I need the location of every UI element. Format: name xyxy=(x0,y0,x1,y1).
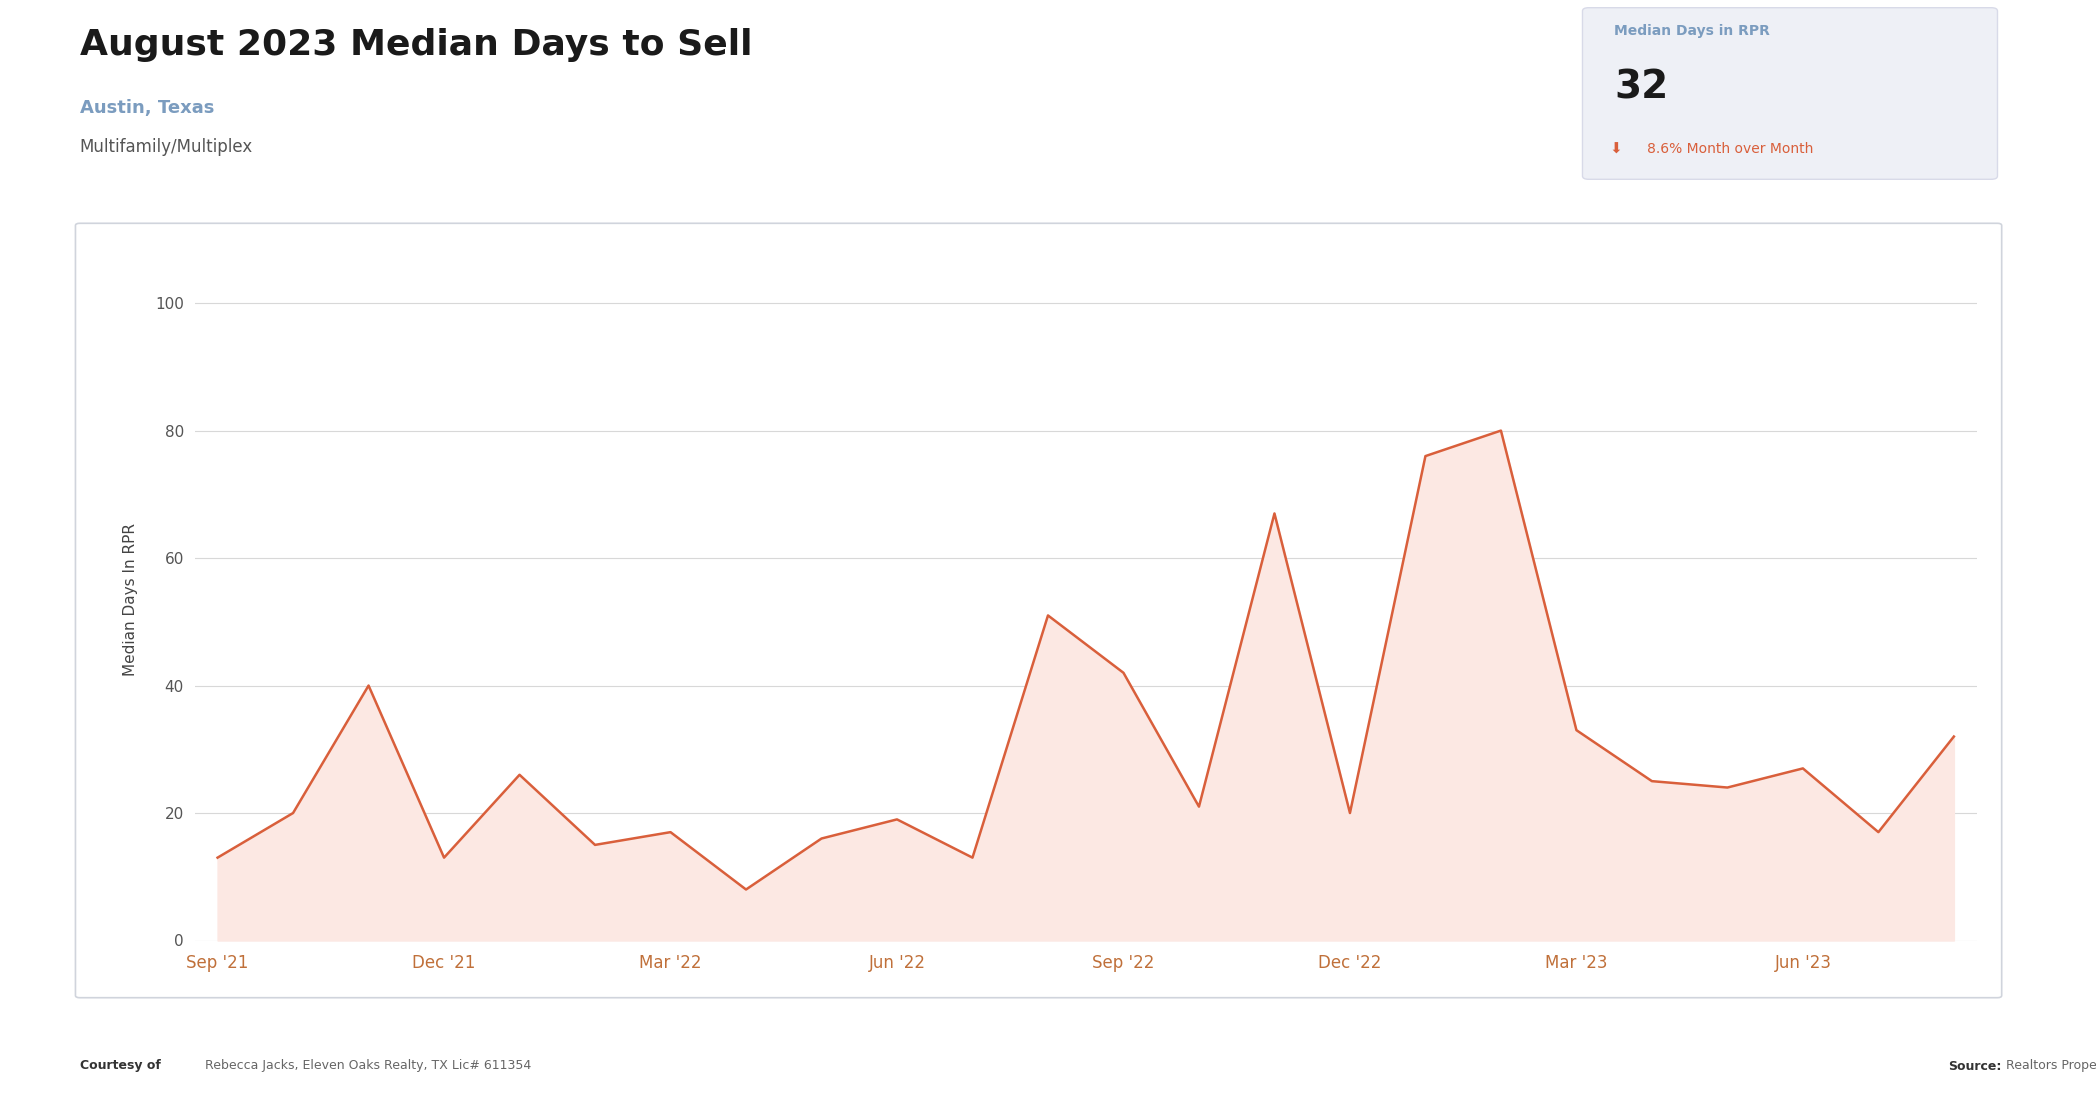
Text: Realtors Property Resource® analysis based on Listings: Realtors Property Resource® analysis bas… xyxy=(2002,1059,2096,1072)
Text: ⬇: ⬇ xyxy=(1610,141,1622,156)
Text: August 2023 Median Days to Sell: August 2023 Median Days to Sell xyxy=(80,28,752,62)
Text: Courtesy of: Courtesy of xyxy=(80,1059,161,1072)
Text: Median Days in RPR: Median Days in RPR xyxy=(1614,24,1769,38)
Text: Multifamily/Multiplex: Multifamily/Multiplex xyxy=(80,138,254,155)
Text: 8.6% Month over Month: 8.6% Month over Month xyxy=(1647,142,1813,156)
Text: Source:: Source: xyxy=(1949,1059,2002,1072)
Text: 32: 32 xyxy=(1614,68,1668,107)
Y-axis label: Median Days In RPR: Median Days In RPR xyxy=(124,522,138,676)
Text: Rebecca Jacks, Eleven Oaks Realty, TX Lic# 611354: Rebecca Jacks, Eleven Oaks Realty, TX Li… xyxy=(201,1059,532,1072)
Text: Austin, Texas: Austin, Texas xyxy=(80,99,214,117)
